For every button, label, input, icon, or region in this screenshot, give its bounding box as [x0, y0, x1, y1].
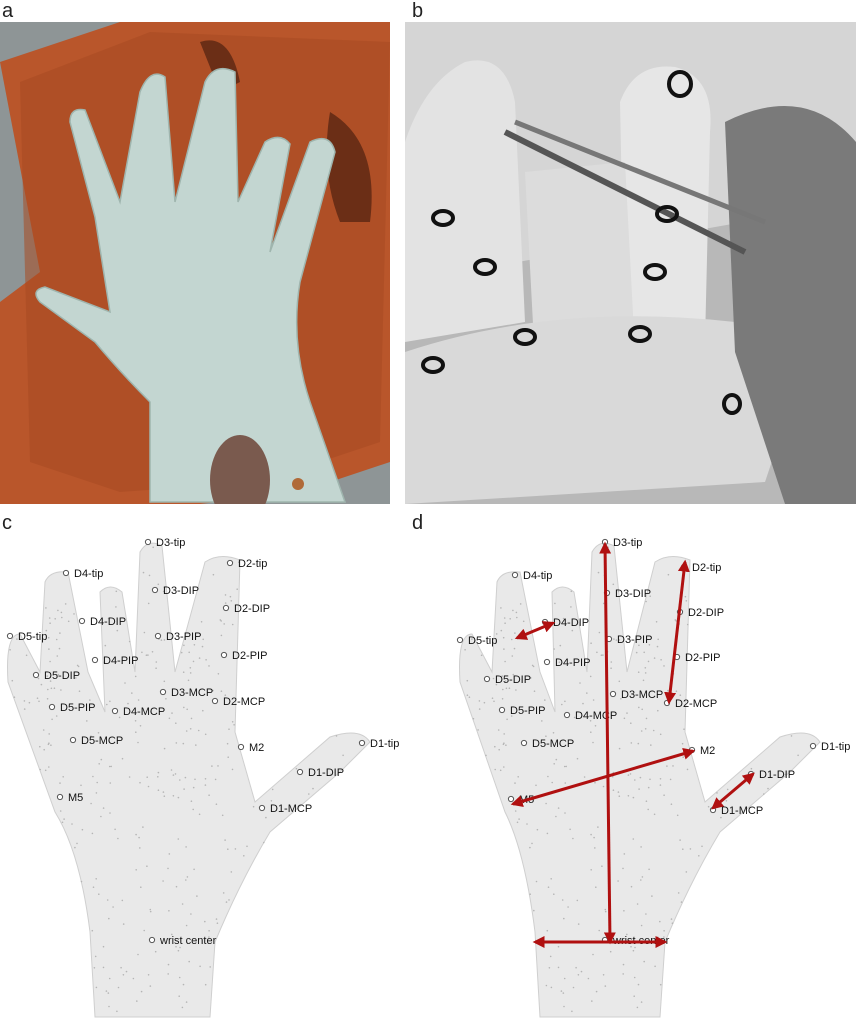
arrow-hand-length	[599, 541, 616, 945]
panel-c-marker-11	[159, 688, 167, 696]
panel-c-marker-20	[258, 804, 266, 812]
panel-letter-a: a	[2, 0, 14, 22]
panel-c-marker-19	[56, 793, 64, 801]
arrow-palm-width	[510, 747, 696, 808]
panel-c-marker-7	[154, 632, 162, 640]
panel-d-label-9: D4-PIP	[555, 657, 590, 669]
panel-c-label-20: D1-MCP	[270, 803, 312, 815]
panel-d-label-16: M2	[700, 745, 715, 757]
panel-c-label-16: M2	[249, 742, 264, 754]
panel-c-marker-8	[220, 651, 228, 659]
panel-d-label-14: D4-MCP	[575, 710, 617, 722]
panel-c-label-19: M5	[68, 792, 83, 804]
panel-d-label-4: D2-DIP	[688, 607, 724, 619]
panel-d-label-2: D4-tip	[523, 570, 552, 582]
panel-c-label-6: D5-tip	[18, 631, 47, 643]
panel-c-label-7: D3-PIP	[166, 631, 201, 643]
panel-d-marker-2	[511, 571, 519, 579]
panel-c-label-11: D3-MCP	[171, 687, 213, 699]
photo-markers	[405, 22, 856, 504]
panel-c-marker-1	[226, 559, 234, 567]
panel-d-label-12: D2-MCP	[675, 698, 717, 710]
arrow-d2-length	[664, 559, 690, 705]
panel-c-label-1: D2-tip	[238, 558, 267, 570]
panel-letter-c: c	[2, 512, 12, 534]
panel-d-marker-10	[483, 675, 491, 683]
panel-d-label-7: D3-PIP	[617, 634, 652, 646]
panel-d-marker-17	[809, 742, 817, 750]
panel-d-label-5: D4-DIP	[553, 617, 589, 629]
panel-c-marker-10	[32, 671, 40, 679]
arrow-d5-dip	[514, 621, 556, 640]
panel-c-label-3: D3-DIP	[163, 585, 199, 597]
panel-d-marker-14	[563, 711, 571, 719]
panel-d-label-0: D3-tip	[613, 537, 642, 549]
panel-c-label-9: D4-PIP	[103, 655, 138, 667]
panel-d-marker-15	[520, 739, 528, 747]
panel-d-label-13: D5-PIP	[510, 705, 545, 717]
panel-d-label-20: D1-MCP	[721, 805, 763, 817]
panel-d-label-6: D5-tip	[468, 635, 497, 647]
panel-c-marker-12	[211, 697, 219, 705]
panel-c-label-5: D4-DIP	[90, 616, 126, 628]
panel-d-label-11: D3-MCP	[621, 689, 663, 701]
panel-c-marker-4	[222, 604, 230, 612]
panel-d-label-15: D5-MCP	[532, 738, 574, 750]
panel-c-label-21: wrist center	[159, 935, 217, 947]
panel-c-label-14: D4-MCP	[123, 706, 165, 718]
panel-d-marker-19	[507, 795, 515, 803]
panel-c-label-0: D3-tip	[156, 537, 185, 549]
panel-c-label-10: D5-DIP	[44, 670, 80, 682]
arrow-d1-segment	[711, 772, 755, 810]
panel-c-label-12: D2-MCP	[223, 696, 265, 708]
photo-hand-cast	[0, 22, 390, 504]
panel-c-label-15: D5-MCP	[81, 735, 123, 747]
panel-d-marker-6	[456, 636, 464, 644]
panel-c-marker-18	[296, 768, 304, 776]
panel-c-label-4: D2-DIP	[234, 603, 270, 615]
panel-d-label-3: D3-DIP	[615, 588, 651, 600]
panel-c-marker-6	[6, 632, 14, 640]
panel-letter-b: b	[412, 0, 424, 22]
panel-c-label-13: D5-PIP	[60, 702, 95, 714]
panel-d-marker-11	[609, 690, 617, 698]
panel-d-label-1: D2-tip	[692, 562, 721, 574]
panel-c-marker-15	[69, 736, 77, 744]
panel-c-marker-2	[62, 569, 70, 577]
panel-c-label-18: D1-DIP	[308, 767, 344, 779]
point-cloud-labeled: D3-tip D2-tip D4-tip D3-DIP D2-DIP D4-DIP D5-t…	[0, 522, 405, 1019]
panel-c-marker-14	[111, 707, 119, 715]
panel-c-marker-21	[148, 936, 156, 944]
panel-c-label-8: D2-PIP	[232, 650, 267, 662]
panel-c-marker-5	[78, 617, 86, 625]
panel-c-marker-16	[237, 743, 245, 751]
panel-c-marker-17	[358, 739, 366, 747]
panel-c-label-2: D4-tip	[74, 568, 103, 580]
panel-d-label-17: D1-tip	[821, 741, 850, 753]
panel-d-marker-13	[498, 706, 506, 714]
panel-letter-d: d	[412, 512, 424, 534]
panel-c-marker-3	[151, 586, 159, 594]
point-cloud-dots	[9, 546, 344, 1013]
panel-d-marker-5	[541, 618, 549, 626]
point-cloud-arrows: D3-tip D2-tip D4-tip D3-DIP D2-DIP D4-DIP D5-t…	[455, 522, 856, 1019]
panel-d-marker-0	[601, 538, 609, 546]
panel-d-marker-9	[543, 658, 551, 666]
panel-d-label-18: D1-DIP	[759, 769, 795, 781]
panel-c-marker-13	[48, 703, 56, 711]
panel-c-label-17: D1-tip	[370, 738, 399, 750]
panel-c-marker-9	[91, 656, 99, 664]
panel-d-label-10: D5-DIP	[495, 674, 531, 686]
panel-d-label-8: D2-PIP	[685, 652, 720, 664]
panel-c-marker-0	[144, 538, 152, 546]
